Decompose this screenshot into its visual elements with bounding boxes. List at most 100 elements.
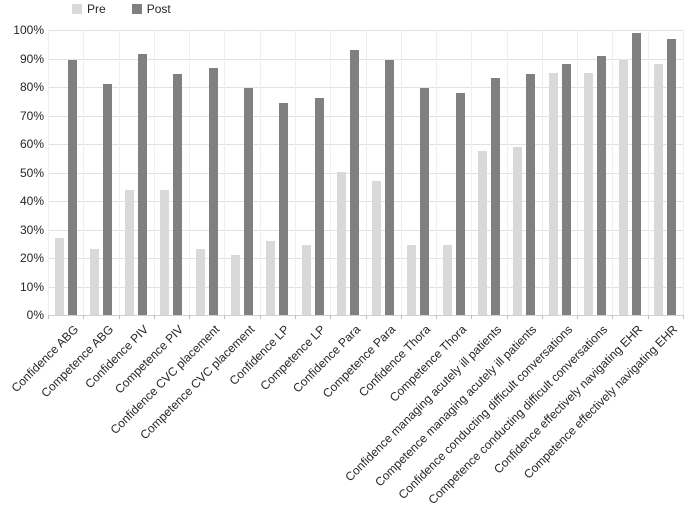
bar-pre-18 bbox=[654, 64, 663, 315]
gridline-horizontal bbox=[48, 287, 683, 288]
y-axis-tick-label: 100% bbox=[13, 23, 44, 37]
bar-pre-5 bbox=[196, 249, 205, 315]
x-axis-tick bbox=[648, 315, 649, 319]
y-axis-tick-label: 80% bbox=[19, 80, 44, 94]
x-axis-tick bbox=[48, 315, 49, 319]
bar-pre-16 bbox=[584, 73, 593, 315]
bar-pre-11 bbox=[407, 245, 416, 315]
gridline-vertical bbox=[401, 30, 402, 315]
bar-post-18 bbox=[667, 39, 676, 315]
gridline-horizontal bbox=[48, 230, 683, 231]
x-axis-tick bbox=[577, 315, 578, 319]
bar-pre-2 bbox=[90, 249, 99, 315]
gridline-vertical bbox=[154, 30, 155, 315]
bar-post-10 bbox=[385, 60, 394, 315]
bar-post-1 bbox=[68, 60, 77, 315]
x-axis-line bbox=[48, 315, 683, 316]
bar-post-7 bbox=[279, 103, 288, 315]
bar-pre-12 bbox=[443, 245, 452, 315]
gridline-vertical bbox=[612, 30, 613, 315]
x-axis-tick bbox=[507, 315, 508, 319]
gridline-horizontal bbox=[48, 116, 683, 117]
bar-pre-7 bbox=[266, 241, 275, 315]
gridline-vertical bbox=[648, 30, 649, 315]
x-axis-tick bbox=[542, 315, 543, 319]
x-axis-tick bbox=[471, 315, 472, 319]
legend-item-pre: Pre bbox=[72, 2, 106, 16]
bar-post-4 bbox=[173, 74, 182, 315]
gridline-horizontal bbox=[48, 258, 683, 259]
gridline-vertical bbox=[189, 30, 190, 315]
bar-post-9 bbox=[350, 50, 359, 315]
x-axis-tick bbox=[612, 315, 613, 319]
gridline-vertical bbox=[366, 30, 367, 315]
x-axis-tick bbox=[189, 315, 190, 319]
bar-post-11 bbox=[420, 88, 429, 315]
bar-post-14 bbox=[526, 74, 535, 315]
plot-area bbox=[48, 30, 684, 319]
y-axis-tick-label: 30% bbox=[19, 223, 44, 237]
y-axis-tick-label: 50% bbox=[19, 166, 44, 180]
y-axis-tick-label: 40% bbox=[19, 194, 44, 208]
gridline-vertical bbox=[260, 30, 261, 315]
bar-post-15 bbox=[562, 64, 571, 315]
bar-pre-3 bbox=[125, 190, 134, 315]
bar-pre-4 bbox=[160, 190, 169, 315]
bar-pre-8 bbox=[302, 245, 311, 315]
gridline-horizontal bbox=[48, 30, 683, 31]
bar-post-17 bbox=[632, 33, 641, 315]
bar-post-12 bbox=[456, 93, 465, 315]
x-axis-tick bbox=[295, 315, 296, 319]
x-axis-tick bbox=[330, 315, 331, 319]
gridline-vertical bbox=[48, 30, 49, 315]
bar-pre-6 bbox=[231, 255, 240, 315]
gridline-horizontal bbox=[48, 201, 683, 202]
x-axis-tick bbox=[401, 315, 402, 319]
gridline-vertical bbox=[683, 30, 684, 315]
x-axis-tick bbox=[260, 315, 261, 319]
x-axis-tick bbox=[436, 315, 437, 319]
y-axis-tick-label: 60% bbox=[19, 137, 44, 151]
chart-legend: Pre Post bbox=[72, 1, 171, 17]
gridline-vertical bbox=[119, 30, 120, 315]
gridline-vertical bbox=[83, 30, 84, 315]
y-axis-tick-label: 10% bbox=[19, 280, 44, 294]
gridline-vertical bbox=[542, 30, 543, 315]
y-axis-tick-label: 70% bbox=[19, 109, 44, 123]
gridline-vertical bbox=[330, 30, 331, 315]
legend-swatch-post-icon bbox=[131, 4, 142, 14]
gridline-horizontal bbox=[48, 144, 683, 145]
x-axis-tick bbox=[83, 315, 84, 319]
bar-post-6 bbox=[244, 88, 253, 315]
gridline-vertical bbox=[577, 30, 578, 315]
gridline-horizontal bbox=[48, 87, 683, 88]
legend-label-post: Post bbox=[146, 2, 171, 16]
legend-swatch-pre-icon bbox=[72, 4, 82, 14]
gridline-vertical bbox=[471, 30, 472, 315]
legend-label-pre: Pre bbox=[87, 2, 106, 16]
y-axis-tick-label: 0% bbox=[26, 308, 44, 322]
x-axis-tick bbox=[154, 315, 155, 319]
bar-pre-10 bbox=[372, 181, 381, 315]
legend-item-post: Post bbox=[131, 2, 171, 16]
y-axis-tick-label: 20% bbox=[19, 251, 44, 265]
gridline-horizontal bbox=[48, 59, 683, 60]
x-axis-tick bbox=[683, 315, 684, 319]
x-axis-tick bbox=[224, 315, 225, 319]
gridline-vertical bbox=[224, 30, 225, 315]
bar-post-16 bbox=[597, 56, 606, 315]
bar-pre-17 bbox=[619, 60, 628, 315]
bar-pre-1 bbox=[55, 238, 64, 315]
bar-pre-13 bbox=[478, 151, 487, 315]
gridline-vertical bbox=[436, 30, 437, 315]
bar-post-13 bbox=[491, 78, 500, 315]
bar-pre-9 bbox=[337, 172, 346, 315]
x-axis-tick bbox=[119, 315, 120, 319]
bar-post-3 bbox=[138, 54, 147, 315]
gridline-horizontal bbox=[48, 173, 683, 174]
bar-pre-15 bbox=[549, 73, 558, 315]
y-axis-tick-label: 90% bbox=[19, 52, 44, 66]
bar-post-5 bbox=[209, 68, 218, 315]
gridline-vertical bbox=[295, 30, 296, 315]
